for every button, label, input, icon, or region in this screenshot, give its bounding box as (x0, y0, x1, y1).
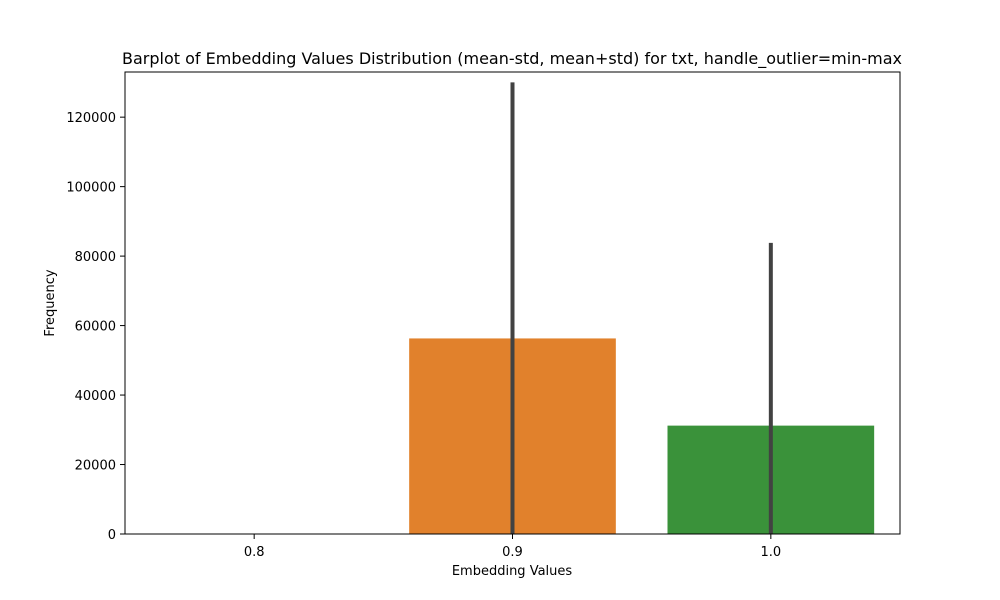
chart-title: Barplot of Embedding Values Distribution… (122, 49, 902, 69)
y-tick-label: 40000 (75, 389, 116, 404)
plot-frame (124, 71, 901, 535)
y-tick-label: 0 (108, 528, 116, 543)
y-tick-label: 120000 (66, 111, 116, 126)
y-tick-label: 100000 (66, 181, 116, 196)
x-tick-label: 0.9 (502, 545, 523, 560)
x-axis-label: Embedding Values (452, 564, 573, 579)
y-tick-label: 60000 (75, 320, 116, 335)
plot-area: 0.8 0.9 1.0 0 20000 40000 60000 80000 100000 1200… (66, 82, 875, 560)
y-tick-label: 80000 (75, 250, 116, 265)
x-tick-label: 0.8 (244, 545, 265, 560)
y-tick-label: 20000 (75, 459, 116, 474)
y-axis-label: Frequency (43, 269, 58, 336)
x-tick-label: 1.0 (760, 545, 781, 560)
